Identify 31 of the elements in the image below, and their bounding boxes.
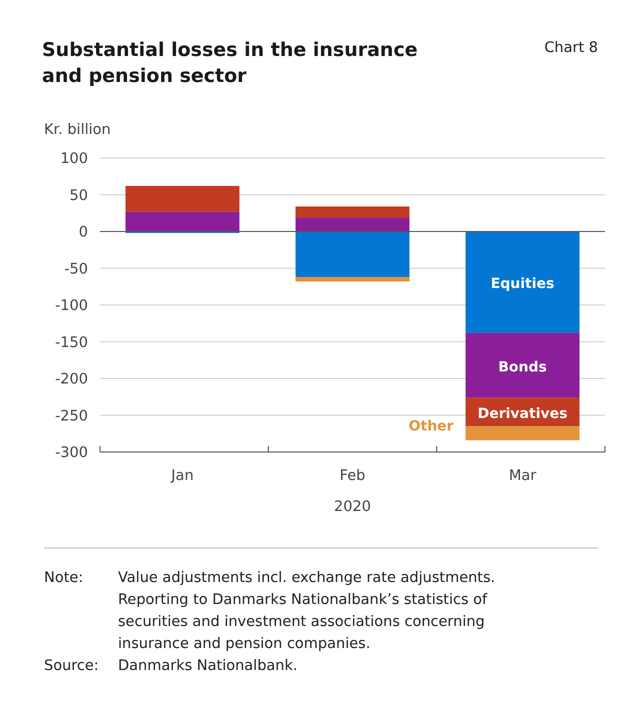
y-axis-title: Kr. billion xyxy=(44,122,111,138)
y-tick-label: -100 xyxy=(55,298,88,314)
x-tick-label: Mar xyxy=(508,468,536,484)
bar xyxy=(466,426,580,440)
y-tick-label: -50 xyxy=(64,261,88,278)
chart-title: Substantial losses in the insurance and pension sector xyxy=(42,39,418,87)
bar xyxy=(466,332,580,398)
bar xyxy=(466,232,580,333)
series-label: Other xyxy=(408,418,454,434)
bar xyxy=(126,212,240,232)
y-tick-label: -300 xyxy=(55,445,88,461)
bar xyxy=(296,232,410,278)
y-tick-label: 50 xyxy=(70,188,88,204)
y-tick-label: 100 xyxy=(60,151,88,167)
x-axis-title: 2020 xyxy=(334,499,371,515)
bar xyxy=(126,186,240,212)
text: Note: Value adjustments incl. exchange rate adjustments. Reporting to Danmarks Nationalbank’s statistics of securities and investment associations concerning insurance and pension companies. xyxy=(44,570,496,652)
text: Source: Danmarks Nationalbank. xyxy=(44,658,298,674)
y-tick-label: -150 xyxy=(55,334,88,351)
bar xyxy=(296,206,410,218)
y-tick-label: -200 xyxy=(55,372,88,388)
x-tick-label: Jan xyxy=(170,468,194,484)
bar xyxy=(296,277,410,282)
bar xyxy=(296,218,410,232)
y-tick-label: -250 xyxy=(55,408,88,424)
x-tick-label: Feb xyxy=(340,468,366,484)
y-tick-label: 0 xyxy=(78,224,88,240)
series-label: Equities xyxy=(490,276,554,292)
series-label: Derivatives xyxy=(478,406,568,422)
caption: Chart 8 xyxy=(544,40,598,56)
series-label: Bonds xyxy=(498,359,547,376)
